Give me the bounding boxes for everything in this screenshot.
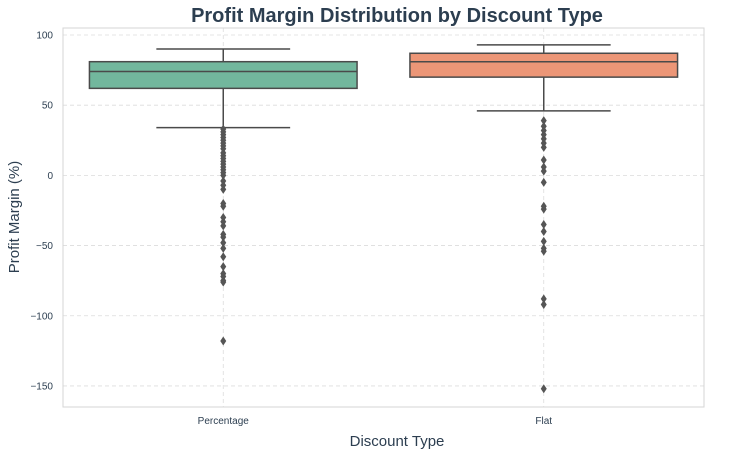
outlier-point [540,116,547,126]
outlier-point [220,336,227,346]
y-axis-label: Profit Margin (%) [6,161,23,274]
outlier-point [540,294,547,304]
outlier-point [220,184,227,194]
outlier-point [220,170,227,180]
chart-title: Profit Margin Distribution by Discount T… [191,5,603,27]
outlier-point [540,166,547,176]
outlier-point [540,246,547,256]
outlier-point [540,220,547,230]
y-tick-label: 100 [36,31,53,42]
iqr-box [88,60,358,90]
outlier-point [220,232,227,242]
y-axis-ticks: 100 50 0 −50 −100 −150 [30,31,53,393]
box-group-percentage [88,48,358,346]
outlier-point [540,204,547,214]
plot-area [62,27,705,408]
outlier-point [540,300,547,310]
outlier-point [540,227,547,237]
x-tick-label: Flat [535,416,552,427]
box-group-flat [409,44,679,394]
y-tick-label: −150 [30,381,53,392]
y-tick-label: −50 [36,241,53,252]
y-tick-label: 0 [47,171,53,182]
outlier-point [220,243,227,253]
outlier-point [540,177,547,187]
box-series [88,44,679,394]
outlier-point [540,142,547,152]
y-tick-label: −100 [30,311,53,322]
x-axis-ticks: Percentage Flat [198,416,553,427]
outlier-point [220,262,227,272]
outlier-point [220,277,227,287]
iqr-box [409,52,679,78]
outlier-point [220,221,227,231]
outlier-point [220,252,227,262]
outlier-point [540,384,547,394]
outlier-point [540,155,547,165]
outlier-point [220,201,227,211]
outlier-point [540,236,547,246]
x-tick-label: Percentage [198,416,250,427]
x-axis-label: Discount Type [350,433,445,450]
outlier-point [220,238,227,248]
y-tick-label: 50 [42,101,54,112]
